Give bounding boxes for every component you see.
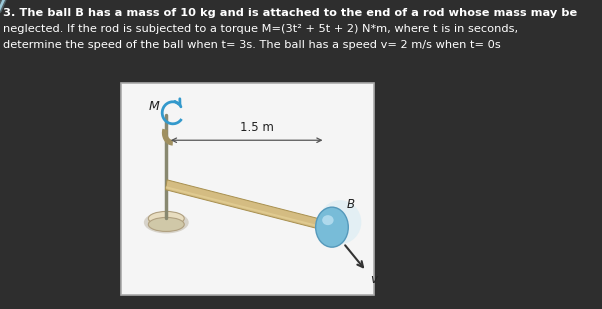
Ellipse shape — [319, 200, 361, 244]
Text: neglected. If the rod is subjected to a torque M=(3t² + 5t + 2) N*m, where t is : neglected. If the rod is subjected to a … — [3, 24, 518, 34]
Ellipse shape — [148, 218, 184, 231]
FancyBboxPatch shape — [148, 218, 184, 224]
Text: v: v — [370, 273, 377, 286]
Circle shape — [315, 207, 349, 247]
Polygon shape — [166, 186, 332, 231]
Text: determine the speed of the ball when t= 3s. The ball has a speed v= 2 m/s when t: determine the speed of the ball when t= … — [3, 40, 501, 50]
Text: 1.5 m: 1.5 m — [240, 121, 275, 134]
Text: M: M — [148, 100, 159, 113]
FancyBboxPatch shape — [121, 83, 374, 295]
Polygon shape — [166, 180, 333, 232]
Text: 3. The ball B has a mass of 10 kg and is attached to the end of a rod whose mass: 3. The ball B has a mass of 10 kg and is… — [3, 8, 577, 18]
Ellipse shape — [144, 211, 189, 233]
Text: B: B — [347, 198, 355, 211]
Ellipse shape — [322, 215, 334, 225]
Ellipse shape — [148, 211, 184, 226]
